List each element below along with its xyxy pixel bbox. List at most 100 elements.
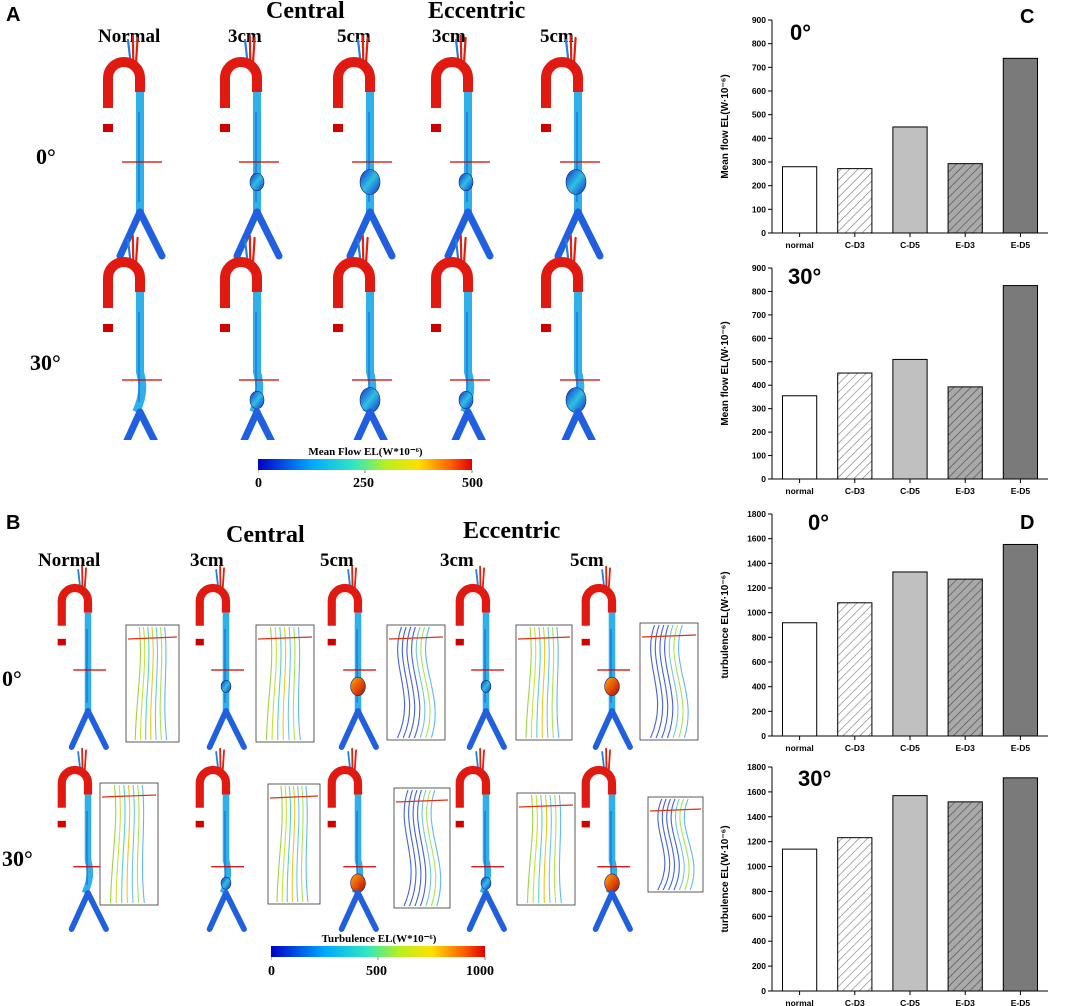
bar-chart-D0: 0 200 400 600 800 1000 1200 1400 1600 1800 normal C… [720,509,1048,753]
y-tick-label: 400 [752,936,766,946]
panel-a-col-e3: 3cm [432,26,466,47]
streamline-inset-4 [639,622,699,741]
y-tick-label: 1800 [747,762,766,772]
streamline-inset-6 [267,783,321,905]
panel-a-colorbar-title: Mean Flow EL(W*10⁻⁶) [308,446,423,458]
y-axis-label: Mean flow EL(W·10⁻⁶) [720,321,731,425]
x-tick-label: C-D3 [845,240,865,250]
y-axis-label: Mean flow EL(W·10⁻⁶) [720,74,731,178]
y-axis-label: turbulence EL(W·10⁻⁶) [720,571,731,678]
streamline-inset-0 [125,624,180,743]
aorta-a-30deg-1 [220,234,279,440]
streamline-inset-7 [393,787,451,909]
bar-E-D3 [947,163,983,234]
y-tick-label: 1400 [747,812,766,822]
panel-b-cb-tick-1: 500 [366,964,387,979]
panel-a-aorta-models [103,34,604,440]
bar-chart-C0: 0 100 200 300 400 500 600 700 800 900 normal C-D3 C-… [720,15,1048,250]
y-tick-label: 100 [752,451,766,461]
y-tick-label: 200 [752,427,766,437]
y-tick-label: 600 [752,657,766,667]
aorta-b-0deg-4 [581,565,633,750]
bar-C-D5 [892,358,928,480]
y-tick-label: 1800 [747,509,766,519]
x-tick-label: C-D5 [900,998,920,1006]
aorta-b-30deg-0 [57,747,109,932]
chart-title: 0° [808,510,829,535]
panel-d-letter: D [1020,512,1035,534]
aorta-b-0deg-2 [327,565,379,750]
y-tick-label: 400 [752,682,766,692]
streamline-inset-9 [647,796,704,893]
x-tick-label: E-D3 [956,743,976,753]
y-tick-label: 700 [752,310,766,320]
bar-normal [781,395,818,480]
panel-b-colorbar [271,946,486,960]
y-tick-label: 0 [761,228,766,238]
y-tick-label: 800 [752,886,766,896]
aorta-a-30deg-3 [431,234,490,440]
bar-E-D5 [1002,57,1039,234]
aorta-b-0deg-0 [57,565,109,750]
bar-normal [781,848,818,992]
x-tick-label: C-D3 [845,486,865,496]
aorta-a-30deg-0 [103,234,162,440]
panel-a-colorbar [258,459,473,473]
bar-E-D3 [947,801,983,992]
y-tick-label: 900 [752,263,766,273]
y-tick-label: 400 [752,380,766,390]
panel-a-central-title: Central [266,0,345,24]
y-tick-label: 100 [752,204,766,214]
panel-b-row-0: 0° [2,666,22,691]
y-tick-label: 700 [752,62,766,72]
chart-title: 30° [798,766,831,791]
panel-b-col-c3: 3cm [190,550,224,571]
bar-C-D3 [837,168,873,234]
x-tick-label: normal [785,240,813,250]
panel-b-col-e3: 3cm [440,550,474,571]
aorta-a-0deg-2 [333,34,396,260]
aorta-a-0deg-3 [431,34,494,260]
bar-E-D3 [947,578,983,737]
y-tick-label: 800 [752,286,766,296]
panel-a-cb-tick-0: 0 [255,476,262,491]
x-tick-label: C-D3 [845,998,865,1006]
panel-a-cb-tick-1: 250 [353,476,374,491]
panel-a-cb-tick-2: 500 [462,476,483,491]
streamline-inset-3 [515,624,573,741]
y-tick-label: 0 [761,731,766,741]
panel-b-colorbar-title: Turbulence EL(W*10⁻⁶) [321,933,437,945]
y-tick-label: 900 [752,15,766,25]
bar-C-D3 [837,372,873,480]
panel-a-letter: A [6,4,21,26]
bar-E-D5 [1002,543,1039,737]
x-tick-label: E-D3 [956,998,976,1006]
y-tick-label: 1200 [747,837,766,847]
x-tick-label: E-D3 [956,486,976,496]
y-tick-label: 1400 [747,558,766,568]
y-tick-label: 0 [761,474,766,484]
y-tick-label: 200 [752,181,766,191]
y-tick-label: 1200 [747,583,766,593]
panel-b-eccentric-title: Eccentric [463,518,561,544]
streamline-inset-2 [386,624,446,741]
panel-b-col-normal: Normal [38,550,101,571]
panel-b-central-title: Central [226,522,305,548]
y-tick-label: 1600 [747,787,766,797]
x-tick-label: normal [785,998,813,1006]
y-tick-label: 200 [752,961,766,971]
panel-b-aorta-streamlines [57,565,704,932]
bar-C-D5 [892,126,928,234]
aorta-b-0deg-1 [195,565,247,750]
y-tick-label: 500 [752,357,766,367]
aorta-b-30deg-4 [581,747,633,932]
aorta-b-0deg-3 [455,565,507,750]
bar-E-D5 [1002,777,1039,992]
aorta-a-30deg-4 [541,234,600,440]
y-tick-label: 1600 [747,534,766,544]
x-tick-label: E-D3 [956,240,976,250]
x-tick-label: normal [785,486,813,496]
y-tick-label: 200 [752,706,766,716]
y-tick-label: 600 [752,911,766,921]
